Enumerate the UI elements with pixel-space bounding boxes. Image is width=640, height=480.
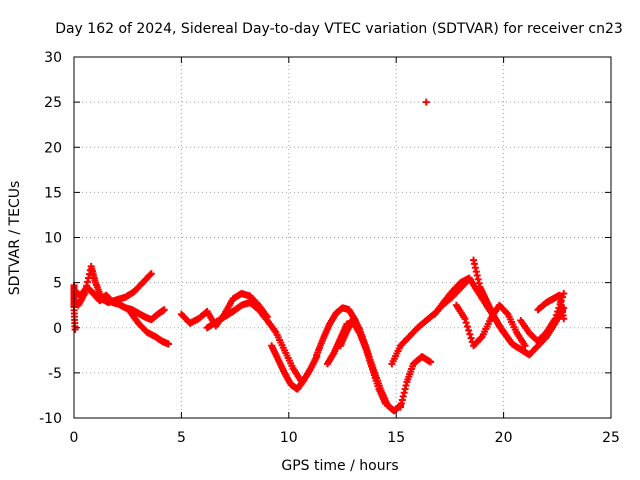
series-track-q [70, 281, 79, 334]
series-track-o [517, 289, 568, 345]
data-point [560, 315, 568, 323]
x-tick-label: 25 [602, 430, 620, 446]
data-point [560, 289, 568, 297]
data-point [160, 306, 168, 314]
data-point [467, 334, 475, 342]
data-point [381, 400, 389, 408]
y-tick-label: 0 [53, 321, 62, 337]
data-point [461, 315, 469, 323]
series-track-k [396, 353, 435, 411]
y-tick-label: -10 [39, 411, 62, 427]
series-track-f [268, 342, 321, 393]
data-points [70, 98, 568, 415]
y-axis-label: SDTVAR / TECUs [7, 181, 23, 296]
y-tick-label: 20 [44, 140, 62, 156]
axis-ticks: 0 5 10 15 20 25 -10 -5 0 5 10 15 20 25 30 [39, 50, 620, 446]
data-point [146, 271, 154, 279]
grid-lines [74, 57, 611, 418]
series-track-c [126, 308, 173, 348]
data-point [165, 340, 173, 348]
series-track-m [452, 301, 529, 350]
x-tick-label: 15 [387, 430, 405, 446]
y-tick-label: 30 [44, 50, 62, 66]
data-point [427, 358, 435, 366]
series-track-e [203, 298, 306, 386]
data-point [463, 322, 471, 330]
data-point [552, 311, 560, 319]
y-tick-label: 25 [44, 95, 62, 111]
x-tick-label: 10 [280, 430, 298, 446]
data-point [551, 315, 559, 323]
data-point [147, 270, 155, 278]
y-tick-label: 15 [44, 185, 62, 201]
y-tick-label: -5 [48, 366, 62, 382]
data-point [521, 342, 529, 350]
series-track-p [534, 291, 568, 323]
series-outlier [422, 98, 430, 106]
data-point [466, 330, 474, 338]
x-tick-label: 20 [495, 430, 513, 446]
data-point [375, 385, 383, 393]
data-point [422, 98, 430, 106]
series-track-i [336, 315, 383, 393]
data-point [462, 319, 470, 327]
y-tick-label: 5 [53, 276, 62, 292]
series-track-b [74, 262, 155, 309]
x-tick-label: 5 [177, 430, 186, 446]
chart-title: Day 162 of 2024, Sidereal Day-to-day VTE… [55, 21, 623, 37]
x-axis-label: GPS time / hours [281, 458, 398, 474]
y-tick-label: 10 [44, 231, 62, 247]
data-point [71, 326, 79, 334]
data-point [465, 326, 473, 334]
data-point [503, 309, 511, 317]
x-tick-label: 0 [70, 430, 79, 446]
series-track-h [323, 318, 389, 408]
data-point [477, 334, 485, 342]
series-track-j [388, 275, 473, 368]
